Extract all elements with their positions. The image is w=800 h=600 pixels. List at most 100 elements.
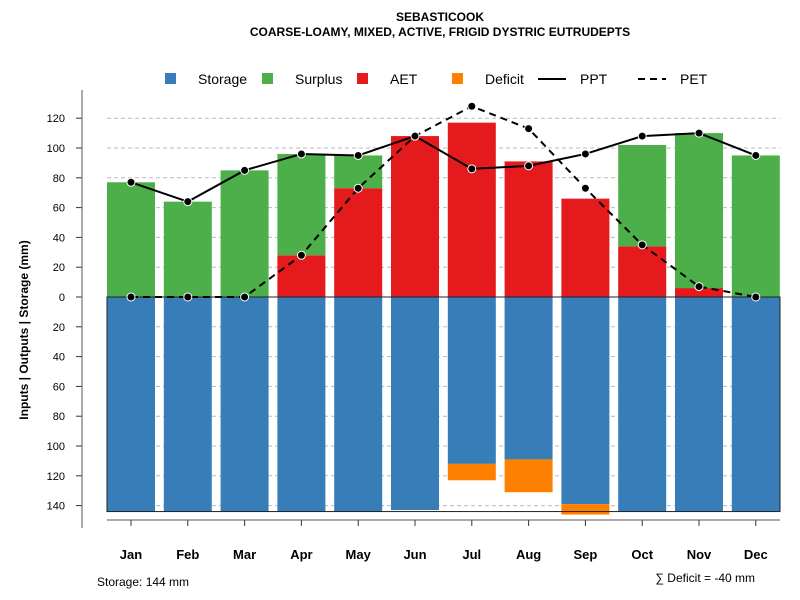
bar-storage bbox=[675, 297, 723, 512]
x-tick-label: Nov bbox=[687, 547, 712, 562]
ppt-point bbox=[126, 177, 136, 187]
x-tick-label: May bbox=[346, 547, 372, 562]
ppt-point bbox=[353, 150, 363, 160]
bar-surplus bbox=[731, 155, 780, 297]
bar-storage bbox=[277, 297, 326, 512]
ppt-point bbox=[751, 150, 761, 160]
x-tick-label: Feb bbox=[176, 547, 199, 562]
y-tick-label: 60 bbox=[53, 203, 65, 215]
bar-aet bbox=[618, 246, 667, 297]
ppt-point bbox=[240, 165, 250, 175]
pet-point bbox=[183, 292, 193, 302]
ppt-point bbox=[637, 131, 647, 141]
pet-point bbox=[580, 183, 590, 193]
bar-aet bbox=[447, 122, 496, 297]
pet-point bbox=[694, 282, 704, 292]
y-tick-label: 40 bbox=[53, 352, 65, 364]
x-tick-label: Sep bbox=[573, 547, 597, 562]
bar-storage bbox=[504, 297, 553, 460]
pet-point bbox=[467, 101, 477, 111]
bar-storage bbox=[391, 297, 439, 511]
bar-surplus bbox=[277, 153, 326, 256]
bar-aet bbox=[561, 198, 610, 297]
y-tick-label: 120 bbox=[47, 113, 65, 125]
y-tick-label: 40 bbox=[53, 232, 65, 244]
bar-surplus bbox=[334, 155, 383, 189]
bar-storage bbox=[447, 297, 496, 464]
bar-deficit bbox=[561, 504, 610, 515]
x-tick-label: Dec bbox=[744, 547, 768, 562]
legend-swatch bbox=[357, 73, 368, 84]
bar-storage bbox=[220, 297, 269, 512]
pet-point bbox=[296, 250, 306, 260]
pet-point bbox=[637, 240, 647, 250]
y-tick-label: 100 bbox=[47, 143, 65, 155]
x-tick-label: Oct bbox=[631, 547, 653, 562]
chart-title: SEBASTICOOK bbox=[396, 10, 484, 24]
bar-surplus bbox=[675, 133, 723, 289]
y-tick-label: 120 bbox=[47, 471, 65, 483]
chart-subtitle: COARSE-LOAMY, MIXED, ACTIVE, FRIGID DYST… bbox=[250, 25, 630, 39]
pet-point bbox=[524, 124, 534, 134]
bar-surplus bbox=[107, 182, 155, 297]
storage-annotation: Storage: 144 mm bbox=[97, 575, 189, 589]
pet-point bbox=[126, 292, 136, 302]
x-tick-label: Jan bbox=[120, 547, 142, 562]
bar-aet bbox=[675, 288, 723, 297]
y-tick-label: 80 bbox=[53, 173, 65, 185]
bar-surplus bbox=[220, 170, 269, 297]
pet-point bbox=[353, 183, 363, 193]
pet-point bbox=[751, 292, 761, 302]
ppt-point bbox=[410, 131, 420, 141]
x-tick-label: Jun bbox=[403, 547, 426, 562]
ppt-point bbox=[183, 197, 193, 207]
y-tick-label: 80 bbox=[53, 411, 65, 423]
legend-swatch bbox=[165, 73, 176, 84]
legend-label: PET bbox=[680, 71, 708, 87]
y-tick-label: 100 bbox=[47, 441, 65, 453]
ppt-point bbox=[694, 128, 704, 138]
bar-deficit bbox=[447, 463, 496, 481]
bar-storage bbox=[107, 297, 155, 512]
legend-swatch bbox=[452, 73, 463, 84]
bar-storage bbox=[731, 297, 780, 512]
bar-aet bbox=[391, 136, 439, 297]
ppt-point bbox=[580, 149, 590, 159]
bar-surplus bbox=[163, 201, 212, 297]
x-tick-label: Apr bbox=[290, 547, 312, 562]
bar-aet bbox=[277, 255, 326, 297]
bar-storage bbox=[561, 297, 610, 505]
bar-deficit bbox=[504, 459, 553, 493]
y-tick-label: 20 bbox=[53, 262, 65, 274]
pet-point bbox=[240, 292, 250, 302]
ppt-line bbox=[130, 132, 757, 203]
bar-storage bbox=[163, 297, 212, 512]
ppt-point bbox=[524, 161, 534, 171]
legend-label: PPT bbox=[580, 71, 608, 87]
bar-storage bbox=[618, 297, 667, 512]
x-tick-label: Jul bbox=[462, 547, 481, 562]
bar-surplus bbox=[618, 145, 667, 247]
legend-label: AET bbox=[390, 71, 418, 87]
storage-frame bbox=[106, 296, 781, 513]
y-tick-label: 0 bbox=[59, 292, 65, 304]
legend-label: Surplus bbox=[295, 71, 342, 87]
bar-aet bbox=[504, 161, 553, 297]
bar-storage bbox=[334, 297, 383, 512]
x-tick-label: Aug bbox=[516, 547, 541, 562]
ppt-point bbox=[467, 164, 477, 174]
ppt-point bbox=[296, 149, 306, 159]
legend-swatch bbox=[262, 73, 273, 84]
y-tick-label: 140 bbox=[47, 501, 65, 513]
y-axis-label: Inputs | Outputs | Storage (mm) bbox=[17, 240, 31, 419]
legend-label: Deficit bbox=[485, 71, 524, 87]
bar-aet bbox=[334, 188, 383, 297]
pet-line bbox=[131, 105, 756, 298]
legend-label: Storage bbox=[198, 71, 247, 87]
deficit-annotation: ∑ Deficit = -40 mm bbox=[655, 571, 755, 585]
y-tick-label: 60 bbox=[53, 381, 65, 393]
y-tick-label: 20 bbox=[53, 322, 65, 334]
x-tick-label: Mar bbox=[233, 547, 256, 562]
